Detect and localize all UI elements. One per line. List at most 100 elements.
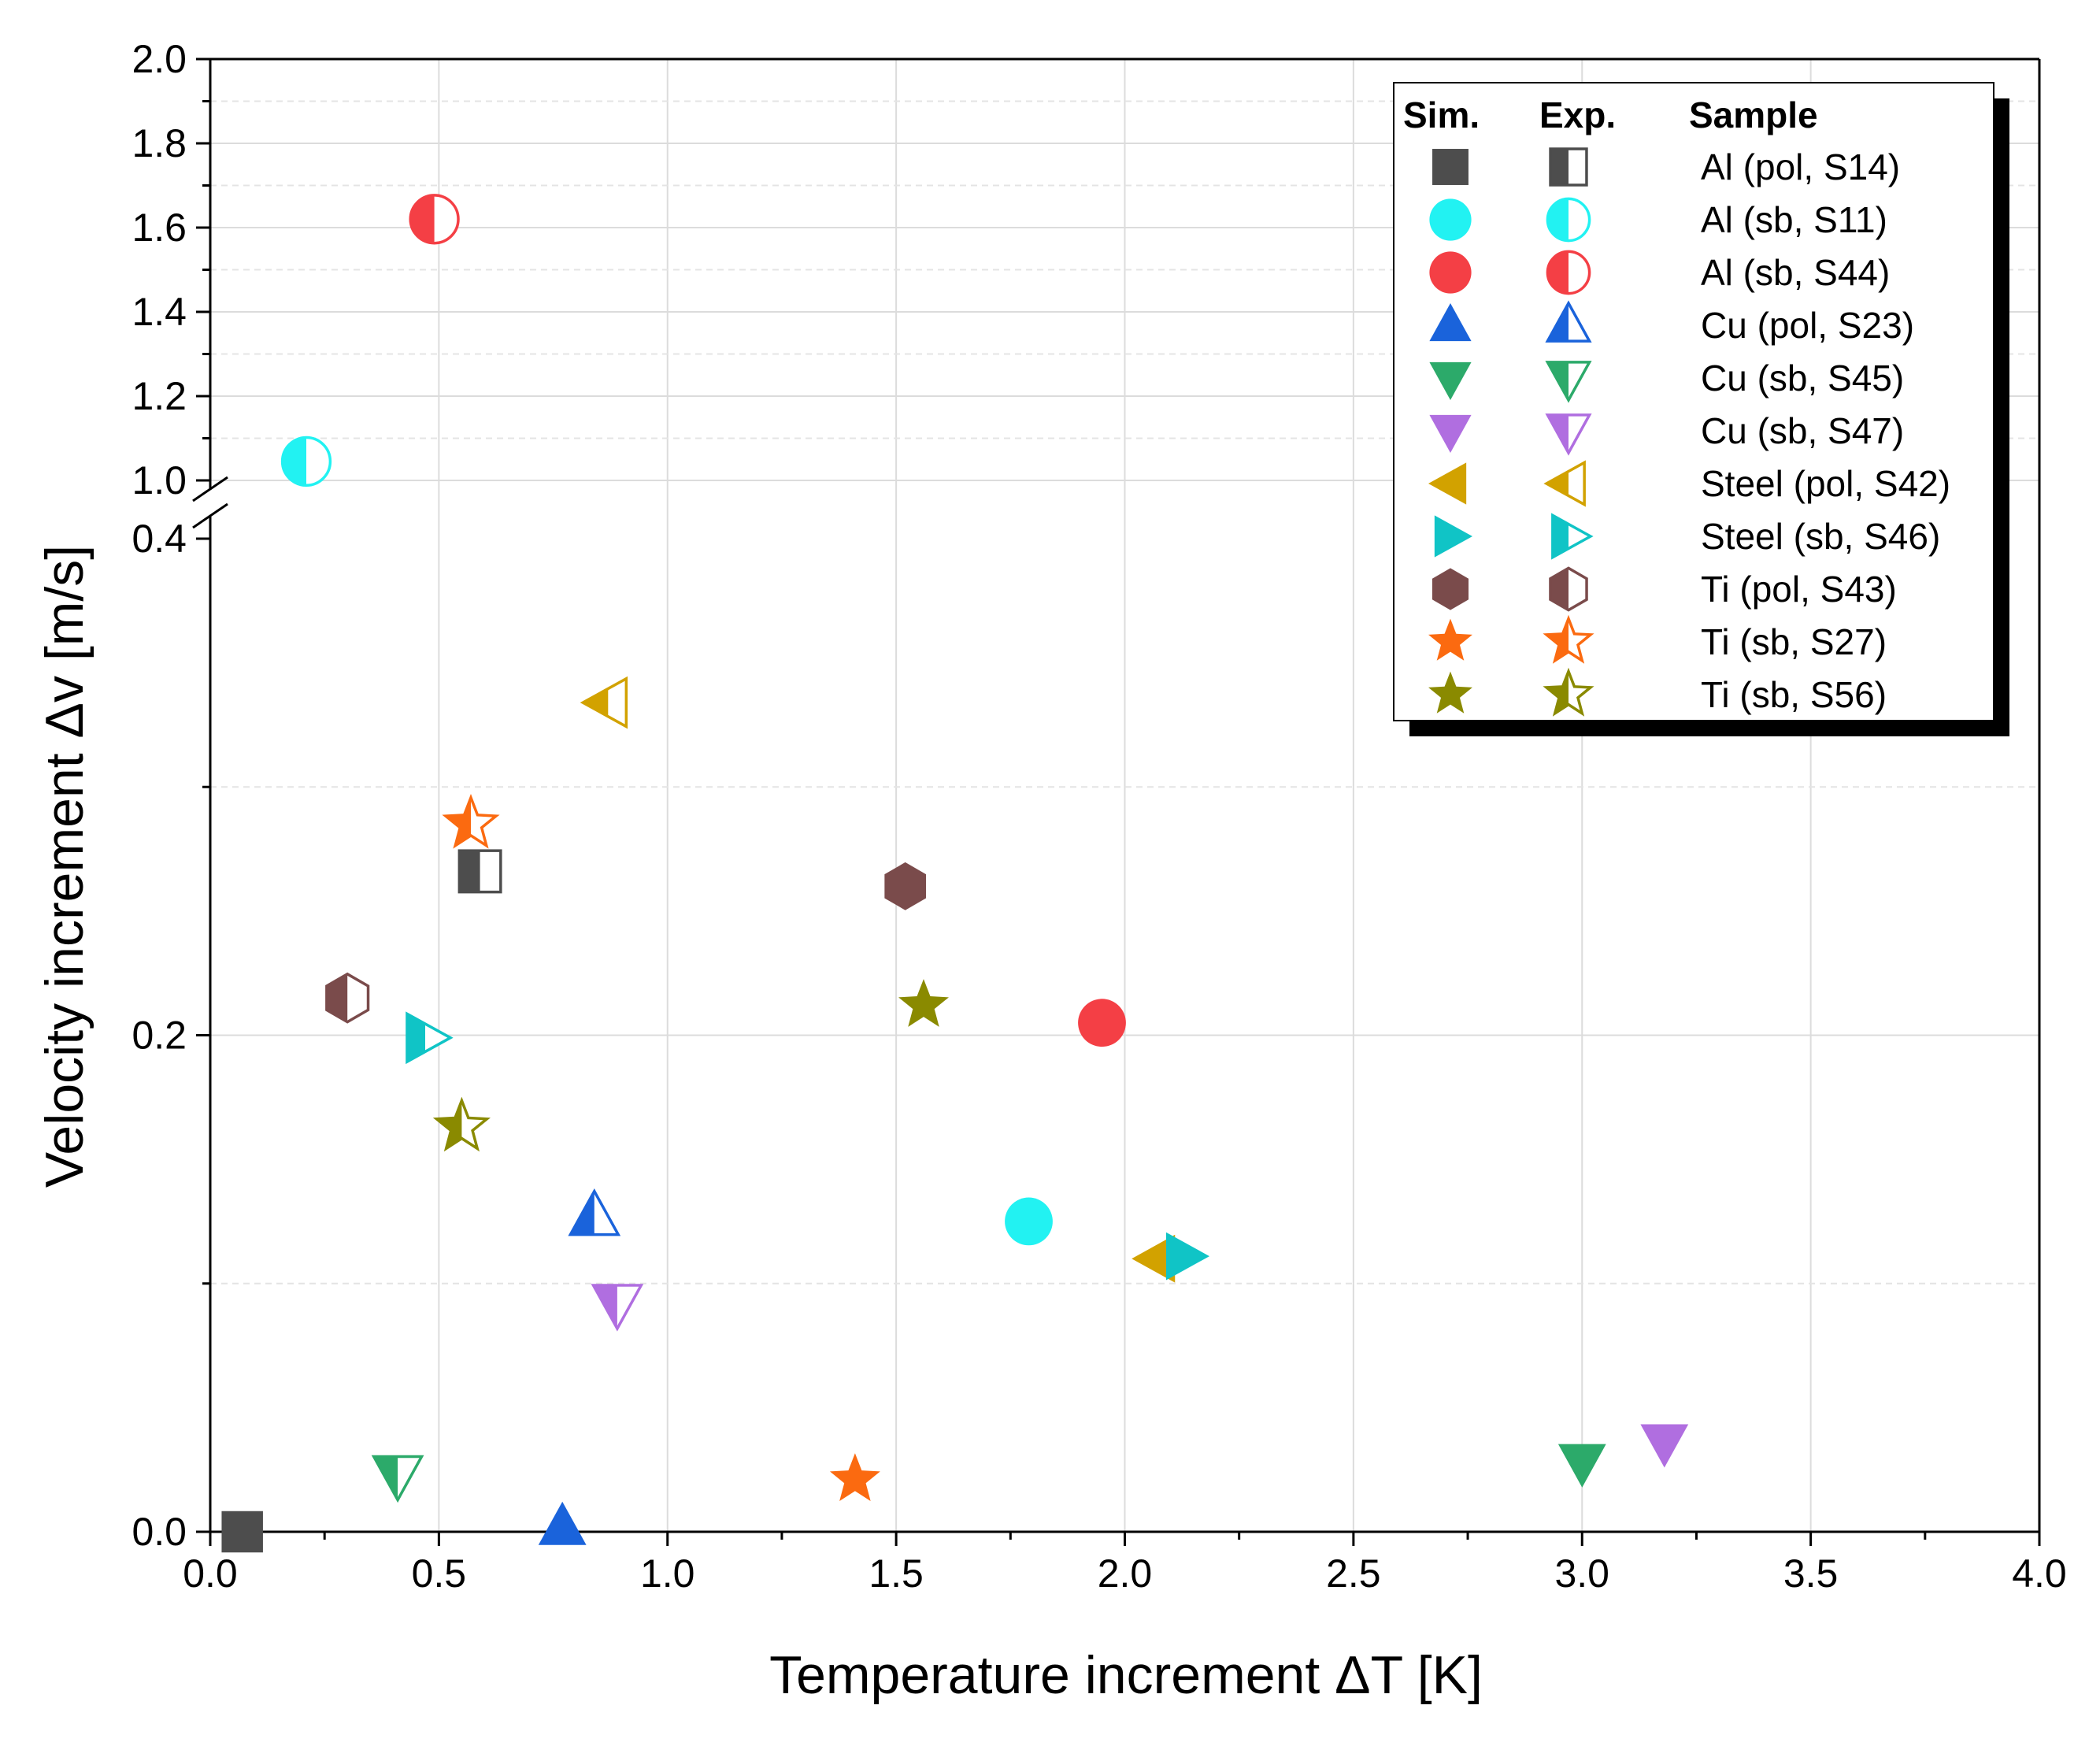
exp-point-ti-sb-s27-fill [446,797,471,846]
point-layer [221,194,1689,1553]
exp-point-steel-sb-s46-fill [406,1014,425,1062]
legend-exp-marker [1549,566,1588,612]
legend-exp-marker [1543,667,1594,717]
axis-layer: 0.0 0.5 1.0 1.5 2.0 2.5 3.0 3.5 4.0 1.0 1.2 1.4 1.6 1… [131,37,2066,1596]
y-tick-label: 0.4 [131,517,187,561]
sim-point-ti-sb-s56 [898,979,949,1027]
exp-point-steel-pol-s42-outline [580,676,628,729]
legend-sim-marker [1429,414,1472,453]
exp-point-steel-sb-s46-outline [406,1011,454,1065]
legend-label: Cu (sb, S45) [1701,358,1904,399]
x-tick-label: 3.5 [1783,1551,1839,1596]
legend-header: Exp. [1539,95,1616,135]
legend-label: Ti (sb, S56) [1701,674,1887,715]
y-tick-label: 1.4 [131,290,187,334]
legend-sim-marker [1434,515,1472,558]
legend-exp-marker-outline [1543,667,1594,717]
exp-point-steel-pol-s42-fill [583,688,609,717]
legend-label: Al (pol, S14) [1701,146,1900,187]
legend-exp-marker-fill [1547,251,1569,294]
exp-point-cu-sb-s47 [591,1284,644,1332]
legend-label: Al (sb, S11) [1701,199,1887,240]
sim-point-steel-pol-s42 [1131,1234,1176,1283]
exp-point-al-sb-s11-outline [280,436,332,487]
y-tick-label: 1.0 [131,458,187,502]
sim-point-al-sb-s11-shape [1005,1197,1053,1246]
x-tick-label: 2.0 [1098,1551,1153,1596]
axis-break-mark [192,476,228,502]
exp-point-cu-sb-s45 [371,1455,424,1503]
y-tick-label: 1.6 [131,206,187,250]
legend-exp-marker [1545,413,1592,456]
exp-point-ti-pol-s43-outline [325,972,370,1024]
sim-point-cu-sb-s45 [1557,1444,1606,1488]
legend-exp-marker-fill [1552,515,1569,558]
legend-sim-marker [1429,198,1472,241]
legend-exp-marker [1546,197,1591,243]
legend-exp-marker-outline [1549,566,1588,612]
legend-sim-marker-shape [1429,251,1472,294]
legend: Sim. Exp. Sample Al (pol, S14) Al (sb, S11) A… [1393,82,2009,736]
legend-sim-marker-shape [1428,618,1472,661]
legend-sim-marker-shape [1429,198,1472,241]
x-tick-label: 0.0 [183,1551,238,1596]
exp-point-ti-sb-s27-outline [442,794,500,849]
legend-sim-marker-shape [1429,414,1472,453]
y-tick-label: 2.0 [131,37,187,81]
legend-sim-marker [1429,251,1472,294]
legend-exp-marker-fill [1550,568,1569,610]
legend-sim-marker [1431,568,1469,610]
legend-sim-marker [1428,671,1472,714]
legend-label: Cu (sb, S47) [1701,410,1904,451]
sim-point-al-pol-s14 [221,1511,263,1553]
legend-exp-marker [1545,361,1592,403]
exp-point-cu-pol-s23-outline [568,1188,621,1236]
exp-point-al-pol-s14-fill [459,851,480,892]
sim-point-ti-pol-s43 [884,862,927,910]
sim-point-steel-sb-s46-shape [1165,1232,1209,1281]
x-tick-label: 2.5 [1326,1551,1381,1596]
legend-sim-marker-shape [1428,462,1467,505]
legend-sim-marker-shape [1431,568,1469,610]
exp-point-ti-pol-s43 [325,972,370,1024]
sim-point-al-sb-s44-shape [1078,999,1126,1047]
legend-sim-marker-shape [1429,361,1472,400]
exp-point-steel-pol-s42 [580,676,628,729]
axis-break-mark [192,502,228,529]
legend-sim-marker [1428,618,1472,661]
exp-point-al-pol-s14 [457,849,502,894]
exp-point-ti-sb-s56-fill [436,1100,462,1149]
legend-label: Cu (pol, S23) [1701,305,1914,346]
legend-exp-marker [1546,250,1591,295]
legend-exp-marker-fill [1550,149,1569,185]
legend-exp-marker [1543,460,1586,507]
legend-label: Steel (sb, S46) [1701,516,1940,557]
x-tick-label: 1.5 [869,1551,924,1596]
x-tick-label: 3.0 [1554,1551,1609,1596]
y-tick-label: 0.0 [131,1510,187,1554]
sim-point-al-sb-s11 [1005,1197,1053,1246]
y-axis-title: Velocity increment Δv [m/s] [35,545,94,1188]
legend-exp-marker-fill [1546,618,1569,661]
legend-exp-marker-outline [1545,300,1592,343]
sim-point-cu-sb-s47-shape [1640,1424,1689,1468]
exp-point-al-sb-s44-outline [409,194,460,245]
x-tick-label: 4.0 [2012,1551,2067,1596]
legend-box [1393,82,1994,721]
sim-point-ti-sb-s56-shape [898,979,949,1027]
sim-point-ti-sb-s27 [829,1453,880,1501]
exp-point-cu-sb-s47-outline [591,1284,644,1332]
exp-point-cu-sb-s45-outline [371,1455,424,1503]
exp-point-cu-pol-s23 [568,1188,621,1236]
legend-exp-marker-outline [1543,460,1586,507]
legend-exp-marker [1551,513,1594,560]
legend-sim-marker [1429,303,1472,342]
legend-sim-marker-shape [1429,303,1472,342]
y-tick-label: 0.2 [131,1014,187,1058]
exp-point-al-pol-s14-outline [457,849,502,894]
exp-point-ti-pol-s43-fill [326,973,348,1022]
legend-exp-marker-fill [1546,471,1569,496]
legend-label: Ti (sb, S27) [1701,621,1887,662]
